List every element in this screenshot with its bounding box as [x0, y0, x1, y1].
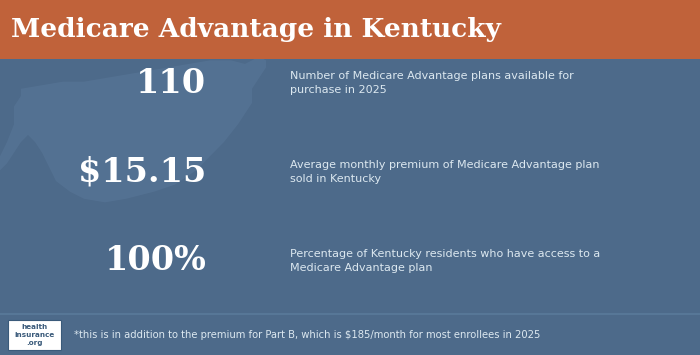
Text: 110: 110 [136, 67, 206, 100]
Polygon shape [0, 57, 266, 202]
Text: 100%: 100% [104, 245, 206, 277]
Text: Percentage of Kentucky residents who have access to a
Medicare Advantage plan: Percentage of Kentucky residents who hav… [290, 249, 601, 273]
Text: *this is in addition to the premium for Part B, which is $185/month for most enr: *this is in addition to the premium for … [74, 330, 540, 340]
Text: health
insurance
.org: health insurance .org [15, 324, 55, 345]
Bar [0, 0, 700, 59]
Text: $15.15: $15.15 [78, 156, 206, 189]
Text: Average monthly premium of Medicare Advantage plan
sold in Kentucky: Average monthly premium of Medicare Adva… [290, 160, 600, 184]
Text: Medicare Advantage in Kentucky: Medicare Advantage in Kentucky [11, 17, 501, 42]
Text: Number of Medicare Advantage plans available for
purchase in 2025: Number of Medicare Advantage plans avail… [290, 71, 574, 95]
Bar [8, 320, 61, 350]
